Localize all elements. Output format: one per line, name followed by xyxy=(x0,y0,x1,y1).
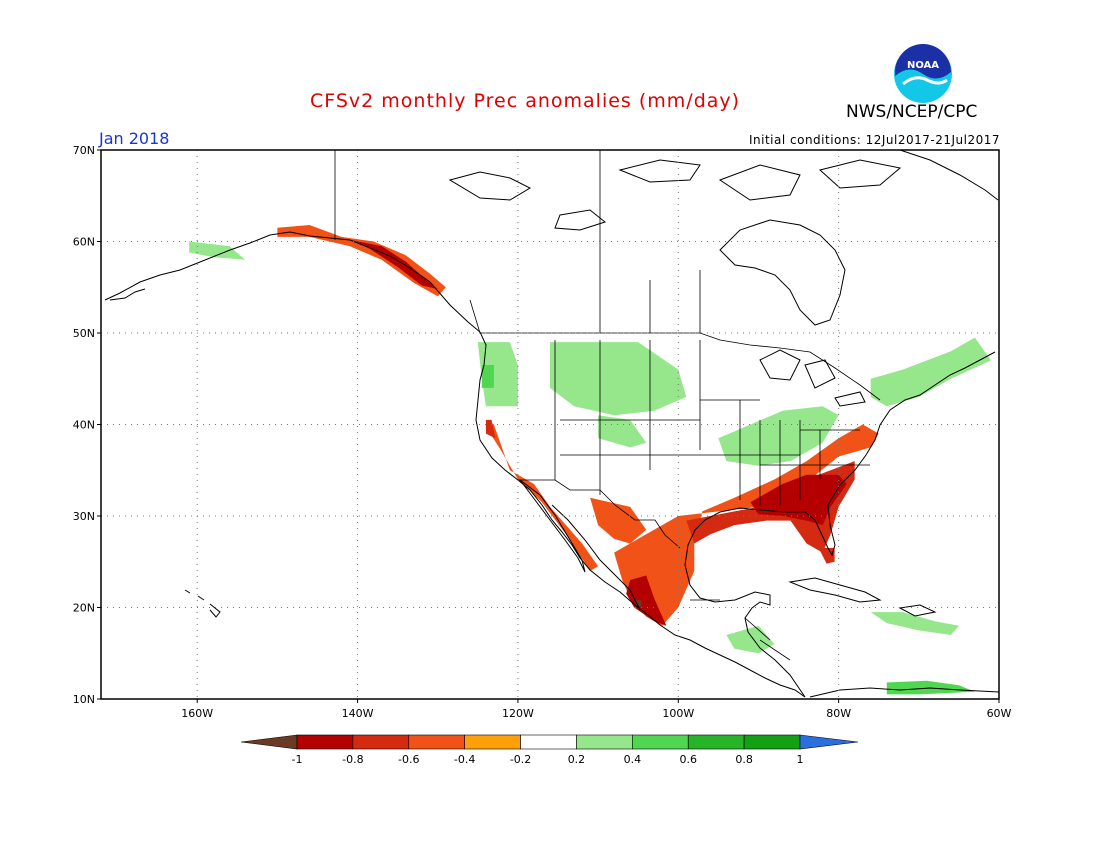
anomaly-region-alaska-west-green xyxy=(189,241,246,260)
anomaly-shading xyxy=(189,225,991,695)
arctic-islands xyxy=(448,159,902,231)
hudson-bay xyxy=(719,219,846,326)
anomaly-region-central-america-green xyxy=(726,625,775,654)
cuba xyxy=(788,577,882,603)
forecast-month: Jan 2018 xyxy=(99,129,170,148)
aleutian-chain xyxy=(109,288,146,301)
greenland-edge xyxy=(899,150,999,201)
anomaly-region-south-caribbean-green xyxy=(886,680,975,695)
anomaly-region-pacific-northwest-green xyxy=(477,342,518,407)
lon-tick-label: 100W xyxy=(662,707,694,720)
colorbar-swatch xyxy=(352,734,410,750)
political-borders xyxy=(334,150,881,661)
lat-tick-label: 40N xyxy=(73,419,95,432)
us-canada-border xyxy=(480,332,881,401)
gulf-california-coast xyxy=(551,504,641,611)
colorbar-swatch xyxy=(743,734,801,750)
colorbar-low-arrow xyxy=(240,734,298,750)
colorbar-swatch xyxy=(296,734,354,750)
lat-tick-label: 20N xyxy=(73,602,95,615)
anomaly-region-ohio-valley-green xyxy=(718,406,839,466)
anomaly-region-caribbean-green xyxy=(870,612,959,635)
baja-california xyxy=(519,479,586,573)
axis-tick-labels: 10N 20N 30N 40N 50N 60N 70N 160W 140W 120W 100W 80W… xyxy=(73,144,1012,720)
svg-text:NOAA: NOAA xyxy=(907,60,939,71)
lat-tick-label: 30N xyxy=(73,510,95,523)
lat-tick-label: 50N xyxy=(73,327,95,340)
colorbar-high-arrow xyxy=(799,734,859,750)
anomaly-region-california-north-core xyxy=(485,419,496,439)
colorbar-label: -0.8 xyxy=(342,753,363,766)
gulf-coast xyxy=(684,351,996,698)
us-mexico-border xyxy=(518,479,681,549)
anomaly-region-california-coast xyxy=(485,419,599,571)
colorbar-label: -0.6 xyxy=(398,753,419,766)
lon-tick-label: 160W xyxy=(181,707,213,720)
north-america-coastline xyxy=(104,231,806,698)
colorbar-label: -0.4 xyxy=(454,753,475,766)
lon-tick-label: 120W xyxy=(502,707,534,720)
colorbar-label: 0.6 xyxy=(679,753,697,766)
lat-tick-label: 60N xyxy=(73,236,95,249)
anomaly-region-alaska-panhandle-core xyxy=(349,239,438,290)
coastlines xyxy=(104,150,999,698)
colorbar-swatch xyxy=(576,734,633,750)
anomaly-region-northern-plains-green xyxy=(550,342,687,416)
central-america-borders xyxy=(690,599,791,661)
anomaly-region-southwest-desert xyxy=(590,497,647,544)
colorbar-label: 0.8 xyxy=(735,753,753,766)
south-america-coast xyxy=(809,687,999,698)
anomaly-region-alaska-south-coast xyxy=(277,225,446,297)
colorbar: -1 -0.8 -0.6 -0.4 -0.2 0.2 0.4 0.6 0.8 1 xyxy=(240,734,859,766)
colorbar-label: -1 xyxy=(292,753,303,766)
lon-tick-label: 140W xyxy=(342,707,374,720)
plot-frame xyxy=(100,149,1000,700)
lat-tick-label: 70N xyxy=(73,144,95,157)
great-lakes xyxy=(759,349,866,407)
colorbar-label: -0.2 xyxy=(510,753,531,766)
lon-tick-label: 80W xyxy=(826,707,851,720)
anomaly-region-pnw-darker xyxy=(481,365,494,388)
colorbar-swatch xyxy=(632,734,689,750)
colorbar-label: 0.4 xyxy=(624,753,642,766)
colorbar-swatch xyxy=(464,734,521,750)
anomaly-region-southeast-dark-red xyxy=(750,474,847,526)
colorbar-swatch xyxy=(408,734,465,750)
noaa-logo: NOAA xyxy=(894,44,952,103)
anomaly-region-northeast-green xyxy=(870,337,991,407)
hispaniola xyxy=(898,604,937,617)
lat-tick-label: 10N xyxy=(73,693,95,706)
colorbar-swatch xyxy=(520,734,577,750)
lon-tick-label: 60W xyxy=(987,707,1012,720)
us-state-lines xyxy=(554,340,870,505)
anomaly-region-mexico-pacific-red xyxy=(626,575,667,626)
hawaii xyxy=(184,589,221,618)
colorbar-label: 0.2 xyxy=(568,753,586,766)
initial-conditions: Initial conditions: 12Jul2017-21Jul2017 xyxy=(748,133,1000,147)
graticule xyxy=(101,150,999,699)
anomaly-region-colorado-green xyxy=(598,415,647,448)
agency-label: NWS/NCEP/CPC xyxy=(846,102,978,122)
colorbar-swatch xyxy=(687,734,745,750)
colorbar-label: 1 xyxy=(797,753,804,766)
map-title: CFSv2 monthly Prec anomalies (mm/day) xyxy=(310,90,741,112)
